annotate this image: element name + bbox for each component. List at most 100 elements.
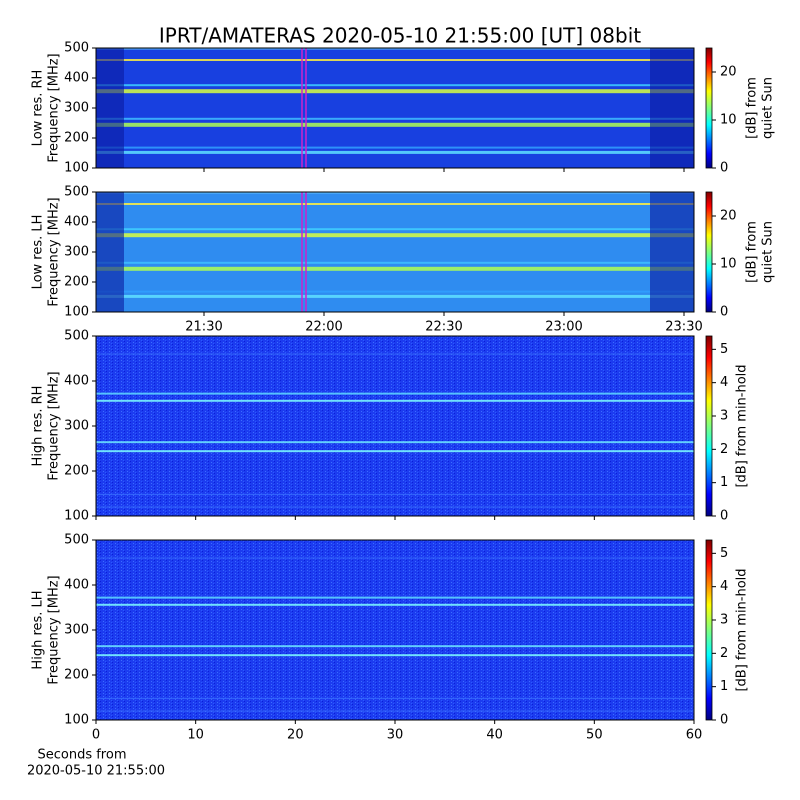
spectrogram-edge (96, 192, 124, 312)
y-tick-label: 200 (64, 275, 89, 290)
colorbar (705, 47, 713, 169)
y-tick-label: 200 (64, 131, 89, 146)
spectrogram-band (96, 150, 694, 154)
spectrogram (96, 336, 694, 516)
y-tick-label: 400 (64, 71, 89, 86)
x-tick-label: 23:00 (545, 320, 582, 335)
spectrogram (96, 540, 694, 720)
x-tick-label: 23:30 (665, 320, 702, 335)
spectrogram-band (96, 450, 694, 453)
colorbar-tick-label: 4 (720, 579, 728, 594)
spectrogram-band (96, 645, 694, 648)
x-tick-label: 40 (486, 728, 503, 743)
colorbar (705, 191, 713, 313)
y-axis-label: Low res. RH (31, 70, 46, 147)
y-tick-label: 100 (64, 161, 89, 176)
y-tick-label: 300 (64, 101, 89, 116)
spectrogram-band (96, 506, 694, 508)
colorbar-label: [dB] from (745, 77, 760, 139)
spectrogram-band (96, 266, 694, 271)
colorbar-tick-label: 0 (720, 305, 728, 320)
colorbar-tick-label: 0 (720, 713, 728, 728)
y-tick-label: 300 (64, 245, 89, 260)
spectrogram-edge (650, 192, 694, 312)
colorbar-label: [dB] from min-hold (735, 568, 750, 691)
x-tick-label: 10 (187, 728, 204, 743)
x-tick-label: 0 (92, 728, 100, 743)
y-tick-label: 500 (64, 41, 89, 56)
colorbar-tick-label: 2 (720, 646, 728, 661)
y-tick-label: 200 (64, 464, 89, 479)
colorbar (705, 335, 713, 517)
spectrogram-band (96, 392, 694, 395)
spectrogram-band (96, 89, 694, 94)
spectrogram-band (96, 146, 694, 149)
spectrogram-band (96, 117, 694, 120)
colorbar-tick-label: 0 (720, 509, 728, 524)
x-tick-label: 50 (586, 728, 603, 743)
spectrogram-band (96, 353, 694, 355)
spectrogram-band (96, 603, 694, 606)
y-axis-label: High res. RH (31, 386, 46, 467)
spectrogram-band (96, 84, 694, 87)
colorbar-tick-label: 2 (720, 442, 728, 457)
y-axis-label: Frequency [MHz] (47, 371, 62, 480)
x-tick-label: 21:30 (185, 320, 222, 335)
spectrogram-band (96, 596, 694, 599)
spectrogram-band (96, 557, 694, 559)
y-tick-label: 500 (64, 329, 89, 344)
colorbar-tick-label: 1 (720, 679, 728, 694)
colorbar-tick-label: 5 (720, 546, 728, 561)
x-tick-label: 30 (387, 728, 404, 743)
y-axis-label: Low res. LH (31, 215, 46, 290)
spectrogram-band (96, 203, 694, 205)
spectrogram (96, 192, 694, 312)
y-tick-label: 500 (64, 185, 89, 200)
y-tick-label: 400 (64, 215, 89, 230)
colorbar-tick-label: 5 (720, 342, 728, 357)
y-axis-label: High res. LH (31, 590, 46, 669)
colorbar-tick-label: 1 (720, 475, 728, 490)
y-tick-label: 100 (64, 713, 89, 728)
x-axis-label: Seconds from (37, 748, 126, 763)
spectrogram-band (96, 47, 694, 50)
x-tick-label: 22:00 (305, 320, 342, 335)
colorbar-tick-label: 10 (720, 257, 737, 272)
spectrogram-band (96, 441, 694, 444)
spectrogram-band (96, 493, 694, 495)
y-tick-label: 300 (64, 419, 89, 434)
x-axis-label: 2020-05-10 21:55:00 (27, 764, 165, 779)
x-tick-label: 20 (287, 728, 304, 743)
spectrogram-band (96, 654, 694, 657)
y-axis-label: Frequency [MHz] (47, 197, 62, 306)
y-tick-label: 400 (64, 374, 89, 389)
y-tick-label: 400 (64, 578, 89, 593)
colorbar-label: [dB] from (745, 221, 760, 283)
spectrogram-band (96, 710, 694, 712)
y-tick-label: 100 (64, 509, 89, 524)
spectrogram-edge (650, 48, 694, 168)
colorbar-tick-label: 10 (720, 113, 737, 128)
spectrogram-band (96, 697, 694, 699)
colorbar-tick-label: 3 (720, 613, 728, 628)
y-tick-label: 300 (64, 623, 89, 638)
colorbar-tick-label: 0 (720, 161, 728, 176)
colorbar-tick-label: 3 (720, 409, 728, 424)
spectrogram-band (96, 59, 694, 61)
colorbar-tick-label: 4 (720, 375, 728, 390)
spectrogram-band (96, 191, 694, 194)
spectrogram-band (96, 122, 694, 127)
spectrogram-band (96, 290, 694, 293)
y-tick-label: 100 (64, 305, 89, 320)
spectrogram-band (96, 294, 694, 298)
spectrogram-band (96, 399, 694, 402)
colorbar-label: [dB] from min-hold (735, 364, 750, 487)
y-axis-label: Frequency [MHz] (47, 575, 62, 684)
spectrogram-band (96, 228, 694, 231)
chart-title: IPRT/AMATERAS 2020-05-10 21:55:00 [UT] 0… (159, 24, 641, 48)
y-tick-label: 500 (64, 533, 89, 548)
spectrogram-band (96, 261, 694, 264)
colorbar-label: quiet Sun (761, 77, 776, 139)
